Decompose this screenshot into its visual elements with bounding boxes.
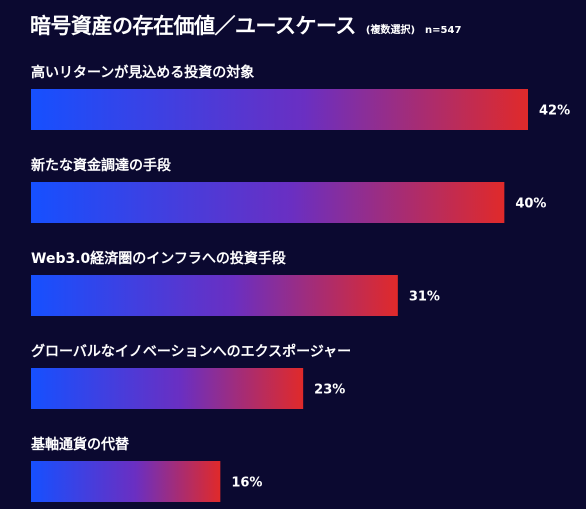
category-label: 基軸通貨の代替 <box>31 436 130 453</box>
bar <box>31 182 505 223</box>
chart-title: 暗号資産の存在価値／ユースケース <box>30 14 356 38</box>
category-label: 高いリターンが見込める投資の対象 <box>31 64 254 81</box>
bar <box>31 275 398 316</box>
category-label: 新たな資金調達の手段 <box>31 157 171 174</box>
chart-header: 暗号資産の存在価値／ユースケース (複数選択) n=547 <box>30 10 461 40</box>
bar <box>31 461 221 502</box>
bar <box>31 89 528 130</box>
multi-select-note: (複数選択) <box>365 25 416 36</box>
value-label: 42% <box>539 104 570 119</box>
value-label: 16% <box>231 476 262 491</box>
category-label: Web3.0経済圏のインフラへの投資手段 <box>31 250 286 267</box>
category-label: グローバルなイノベーションへのエクスポージャー <box>31 343 351 360</box>
value-label: 31% <box>409 290 440 305</box>
value-label: 40% <box>515 197 546 212</box>
sample-size: n=547 <box>425 25 462 36</box>
value-label: 23% <box>314 383 345 398</box>
bar <box>31 368 304 409</box>
